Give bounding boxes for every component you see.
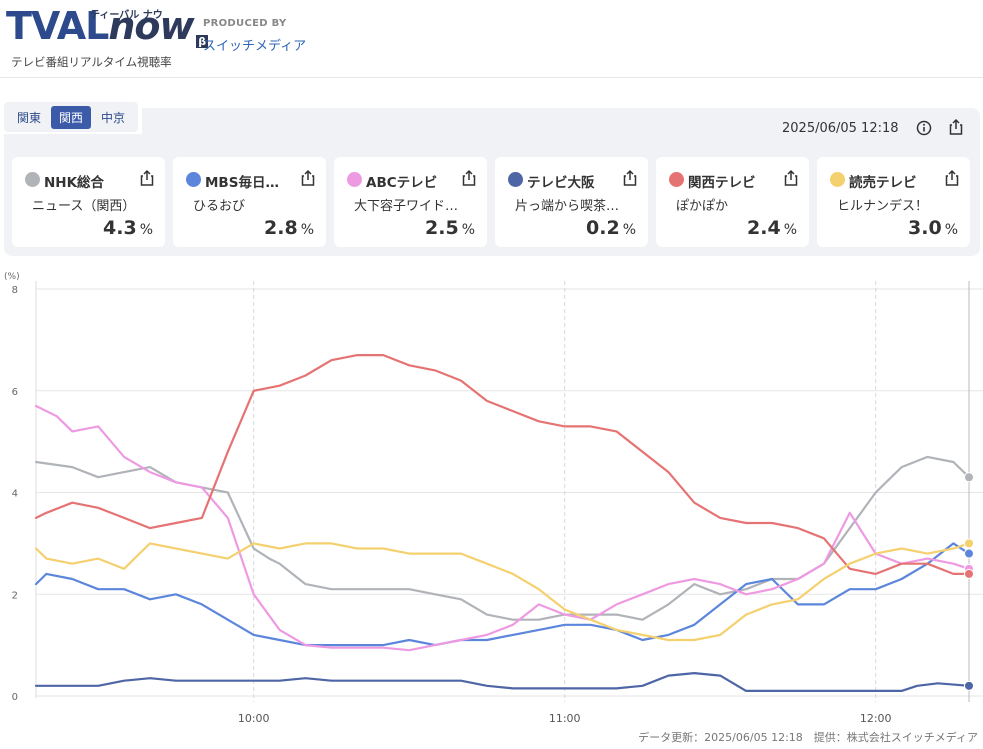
channel-card[interactable]: MBS毎日… ひるおび 2.8% bbox=[173, 157, 326, 247]
y-tick-label: 6 bbox=[12, 387, 18, 398]
y-tick-label: 0 bbox=[12, 692, 18, 703]
x-tick-label: 10:00 bbox=[238, 712, 270, 725]
series-line bbox=[34, 404, 971, 652]
program-name: ヒルナンデス！ bbox=[837, 199, 929, 214]
channel-color-dot bbox=[25, 172, 40, 187]
logo-wordmark: TVALnow β bbox=[6, 4, 208, 48]
share-icon[interactable] bbox=[782, 169, 800, 187]
channel-color-dot bbox=[347, 172, 362, 187]
tab-chukyo[interactable]: 中京 bbox=[101, 110, 126, 125]
program-name: ニュース（関西） bbox=[32, 199, 136, 214]
series-line bbox=[34, 354, 971, 575]
share-icon[interactable] bbox=[621, 169, 639, 187]
series-end-point bbox=[964, 680, 974, 691]
channel-card[interactable]: テレビ大阪片っ端から喫茶… 0.2% bbox=[495, 157, 648, 247]
series-end-point bbox=[964, 548, 974, 559]
program-name: 片っ端から喫茶… bbox=[515, 199, 620, 214]
rating-value: 2.8% bbox=[264, 217, 314, 239]
channel-name: MBS毎日… bbox=[205, 175, 279, 191]
channel-card[interactable]: ABCテレビ大下容子ワイド… 2.5% bbox=[334, 157, 487, 247]
timestamp: 2025/06/05 12:18 bbox=[782, 121, 899, 136]
channel-color-dot bbox=[186, 172, 201, 187]
series-line bbox=[34, 542, 971, 647]
channel-card[interactable]: NHK総合ニュース（関西） 4.3% bbox=[12, 157, 165, 247]
series-end-point bbox=[964, 538, 974, 549]
y-tick-label: 2 bbox=[12, 590, 18, 601]
channel-color-dot bbox=[669, 172, 684, 187]
rating-value: 3.0% bbox=[908, 217, 958, 239]
channel-name: NHK総合 bbox=[44, 175, 105, 191]
channel-card[interactable]: 関西テレビぽかぽか 2.4% bbox=[656, 157, 809, 247]
rating-value: 2.4% bbox=[747, 217, 797, 239]
produced-by-label: PRODUCED BY bbox=[203, 18, 287, 29]
share-icon[interactable] bbox=[138, 169, 156, 187]
rating-value: 2.5% bbox=[425, 217, 475, 239]
channel-color-dot bbox=[508, 172, 523, 187]
rating-value: 4.3% bbox=[103, 217, 153, 239]
logo-subtitle: テレビ番組リアルタイム視聴率 bbox=[11, 55, 172, 69]
channel-color-dot bbox=[830, 172, 845, 187]
channel-name: テレビ大阪 bbox=[527, 175, 595, 191]
app-header: TVALnow β ティーバル ナウ テレビ番組リアルタイム視聴率 PRODUCE… bbox=[0, 0, 983, 78]
program-name: ぽかぽか bbox=[676, 199, 729, 214]
y-axis-label: (%) bbox=[4, 272, 20, 282]
share-icon[interactable] bbox=[947, 118, 965, 136]
ratings-chart: 0 2 4 6 8 (%) 10:00 11:00 12:00 bbox=[4, 272, 983, 725]
program-name: ひるおび bbox=[193, 199, 246, 214]
y-tick-label: 8 bbox=[12, 285, 18, 296]
tab-kanto[interactable]: 関東 bbox=[17, 110, 42, 125]
logo-kana: ティーバル ナウ bbox=[90, 10, 163, 21]
x-tick-label: 12:00 bbox=[860, 712, 892, 725]
channel-name: ABCテレビ bbox=[366, 175, 438, 191]
channel-name: 関西テレビ bbox=[688, 175, 756, 191]
tab-kansai[interactable]: 関西 bbox=[51, 105, 92, 129]
rating-value: 0.2% bbox=[586, 217, 636, 239]
series-line bbox=[34, 542, 971, 642]
region-tabs: 関東 関西 中京 bbox=[4, 102, 139, 132]
series-line bbox=[34, 672, 971, 692]
share-icon[interactable] bbox=[460, 169, 478, 187]
series-end-point bbox=[964, 568, 974, 579]
share-icon[interactable] bbox=[299, 169, 317, 187]
program-name: 大下容子ワイド… bbox=[354, 199, 459, 214]
tvalnow-logo[interactable]: TVALnow β ティーバル ナウ テレビ番組リアルタイム視聴率 bbox=[6, 4, 208, 69]
share-icon[interactable] bbox=[943, 169, 961, 187]
timestamp-box bbox=[767, 110, 980, 150]
x-tick-label: 11:00 bbox=[549, 712, 581, 725]
footer-credit: データ更新：2025/06/05 12:18 提供：株式会社スイッチメディア bbox=[638, 731, 978, 744]
producer-link[interactable]: スイッチメディア bbox=[203, 39, 307, 54]
info-icon[interactable] bbox=[916, 120, 932, 136]
channel-name: 読売テレビ bbox=[849, 175, 917, 191]
y-tick-label: 4 bbox=[12, 489, 18, 500]
series-end-point bbox=[964, 472, 974, 483]
channel-card[interactable]: 読売テレビヒルナンデス！ 3.0% bbox=[817, 157, 970, 247]
